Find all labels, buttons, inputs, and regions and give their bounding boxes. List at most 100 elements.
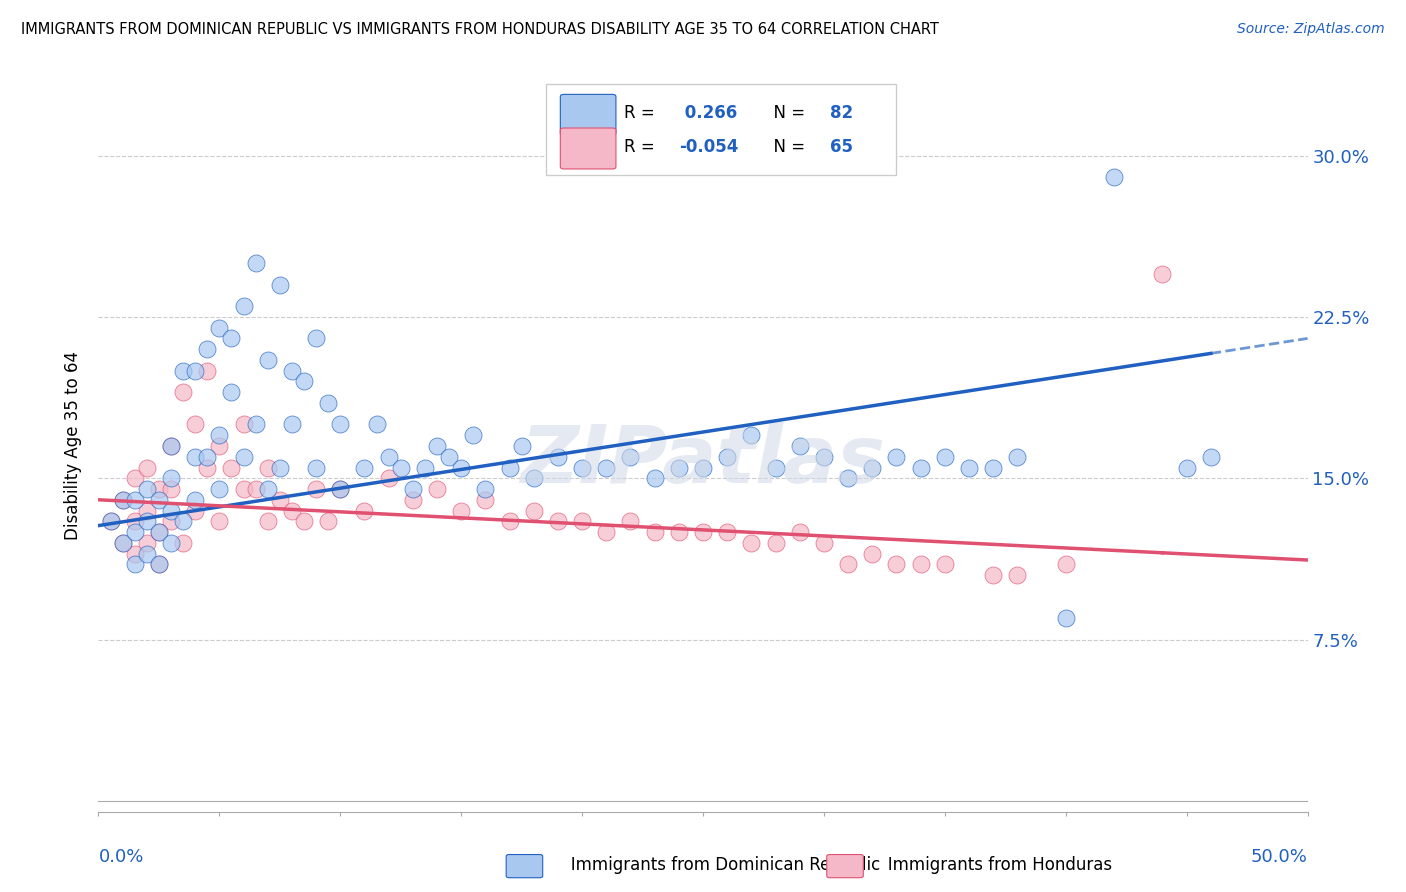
Text: N =: N = [763, 104, 811, 122]
Point [172, 385, 194, 400]
Text: 0.266: 0.266 [679, 104, 737, 122]
Point [135, 503, 157, 517]
Point [789, 524, 811, 539]
Point [124, 524, 146, 539]
Point [934, 558, 956, 572]
Text: Immigrants from Honduras: Immigrants from Honduras [872, 856, 1112, 874]
Point [329, 482, 352, 496]
Point [1102, 170, 1125, 185]
Point [740, 428, 762, 442]
Point [172, 536, 194, 550]
Point [100, 514, 122, 528]
Point [111, 492, 134, 507]
Point [221, 331, 243, 345]
Point [135, 482, 157, 496]
Point [148, 558, 170, 572]
Point [692, 460, 714, 475]
Point [148, 492, 170, 507]
Point [172, 364, 194, 378]
Point [208, 320, 231, 334]
Point [571, 514, 593, 528]
Point [547, 514, 569, 528]
Point [245, 417, 267, 432]
Point [269, 460, 291, 475]
Point [837, 558, 859, 572]
Point [474, 492, 496, 507]
Point [245, 482, 267, 496]
Point [195, 450, 218, 464]
Point [571, 460, 593, 475]
Point [765, 536, 787, 550]
Point [498, 514, 520, 528]
Point [100, 514, 122, 528]
Point [1152, 267, 1174, 281]
Point [135, 514, 157, 528]
Point [195, 364, 218, 378]
Point [172, 514, 194, 528]
Point [668, 460, 690, 475]
Point [160, 503, 183, 517]
Text: ZIPatlas: ZIPatlas [520, 422, 886, 500]
Text: Source: ZipAtlas.com: Source: ZipAtlas.com [1237, 22, 1385, 37]
Point [269, 277, 291, 292]
Point [837, 471, 859, 485]
Point [813, 450, 835, 464]
Point [184, 492, 207, 507]
Point [910, 558, 932, 572]
Point [1199, 450, 1222, 464]
Point [148, 558, 170, 572]
Point [523, 503, 546, 517]
Text: 82: 82 [830, 104, 853, 122]
Point [474, 482, 496, 496]
Point [292, 514, 315, 528]
Point [426, 482, 449, 496]
Point [644, 524, 666, 539]
FancyBboxPatch shape [546, 84, 897, 176]
Point [402, 492, 425, 507]
Point [619, 450, 641, 464]
Point [426, 439, 449, 453]
Text: 50.0%: 50.0% [1251, 848, 1308, 866]
Point [148, 524, 170, 539]
FancyBboxPatch shape [561, 128, 616, 169]
Point [789, 439, 811, 453]
Point [316, 396, 339, 410]
Point [329, 482, 352, 496]
Point [148, 524, 170, 539]
Point [281, 364, 304, 378]
Point [160, 439, 183, 453]
Point [160, 471, 183, 485]
Point [292, 375, 315, 389]
Point [1054, 611, 1077, 625]
Point [208, 482, 231, 496]
Point [595, 524, 617, 539]
Point [450, 503, 472, 517]
Point [377, 471, 399, 485]
Point [402, 482, 425, 496]
Point [886, 558, 908, 572]
Y-axis label: Disability Age 35 to 64: Disability Age 35 to 64 [65, 351, 83, 541]
Point [957, 460, 980, 475]
Text: 0.0%: 0.0% [98, 848, 143, 866]
Point [389, 460, 412, 475]
Point [195, 460, 218, 475]
Point [981, 460, 1004, 475]
Point [269, 492, 291, 507]
Point [860, 460, 883, 475]
Point [305, 460, 328, 475]
Point [716, 524, 738, 539]
Point [1007, 450, 1029, 464]
Point [547, 450, 569, 464]
Point [934, 450, 956, 464]
Point [692, 524, 714, 539]
Point [135, 536, 157, 550]
Point [232, 450, 254, 464]
Point [208, 514, 231, 528]
Point [619, 514, 641, 528]
Point [353, 460, 375, 475]
Point [184, 503, 207, 517]
Text: 65: 65 [830, 138, 853, 156]
Point [981, 568, 1004, 582]
Point [221, 460, 243, 475]
Point [184, 417, 207, 432]
